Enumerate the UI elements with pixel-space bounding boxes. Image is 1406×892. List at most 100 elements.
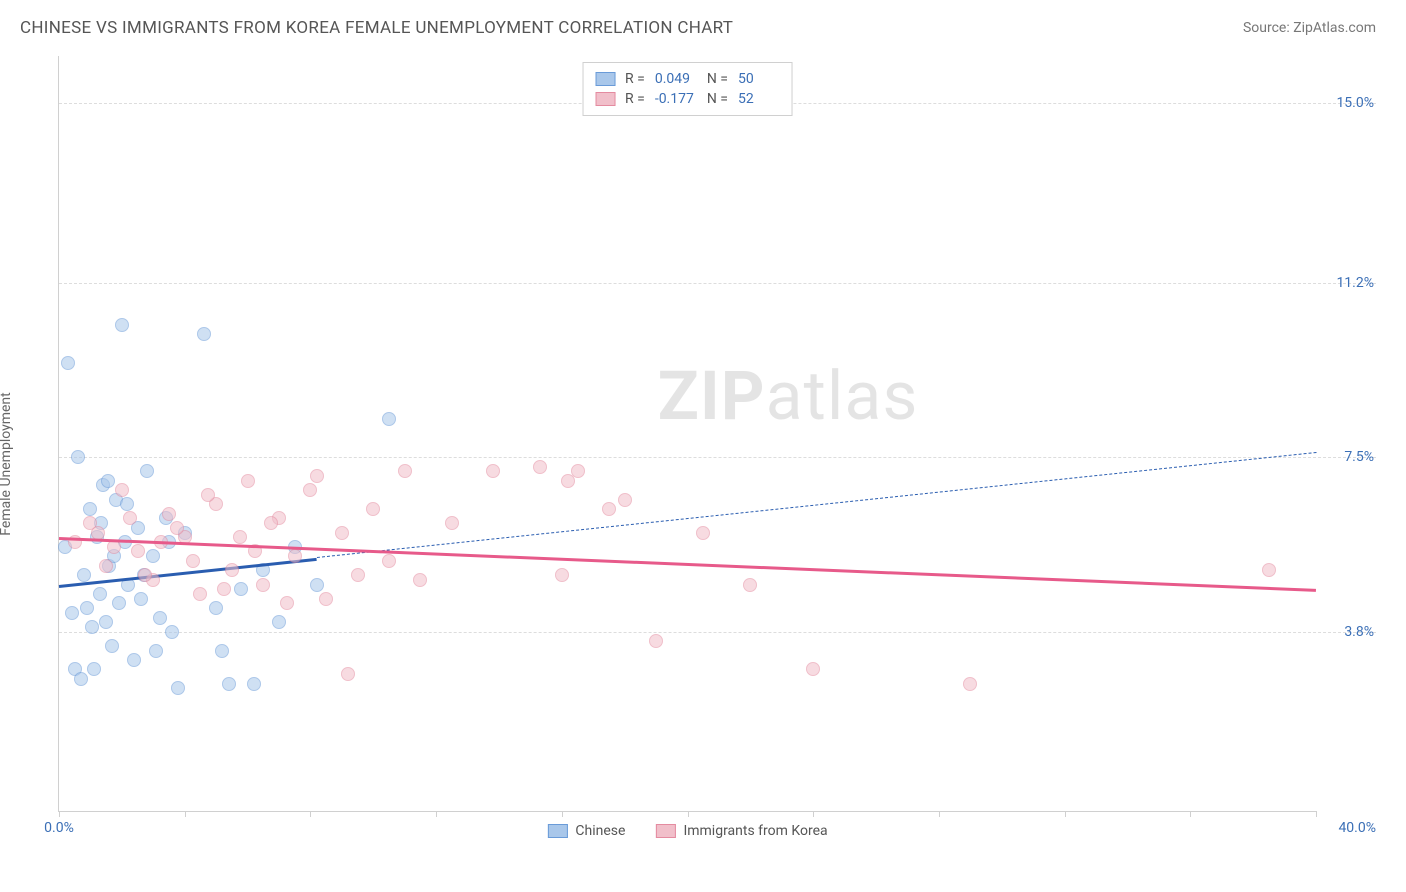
data-point [1262, 563, 1276, 577]
r-label: R = [625, 91, 645, 107]
chart-title: CHINESE VS IMMIGRANTS FROM KOREA FEMALE … [20, 18, 733, 38]
data-point [445, 516, 459, 530]
data-point [341, 667, 355, 681]
data-point [233, 530, 247, 544]
plot-area: ZIPatlas 3.8%7.5%11.2%15.0%0.0%40.0%R =0… [58, 56, 1316, 812]
legend-swatch [595, 72, 615, 86]
data-point [319, 592, 333, 606]
data-point [146, 549, 160, 563]
data-point [165, 625, 179, 639]
data-point [115, 318, 129, 332]
r-value: 0.049 [655, 71, 697, 87]
data-point [193, 587, 207, 601]
data-point [310, 578, 324, 592]
data-point [555, 568, 569, 582]
data-point [105, 639, 119, 653]
legend-swatch [655, 824, 675, 838]
data-point [74, 672, 88, 686]
data-point [256, 578, 270, 592]
data-point [241, 474, 255, 488]
x-tick [1065, 811, 1066, 817]
data-point [171, 681, 185, 695]
x-tick [59, 811, 60, 817]
data-point [127, 653, 141, 667]
x-tick [562, 811, 563, 817]
data-point [649, 634, 663, 648]
legend-series: Chinese Immigrants from Korea [547, 823, 827, 839]
data-point [153, 611, 167, 625]
x-tick [1316, 811, 1317, 817]
data-point [398, 464, 412, 478]
data-point [366, 502, 380, 516]
data-point [571, 464, 585, 478]
n-value: 50 [738, 71, 780, 87]
x-tick [688, 811, 689, 817]
x-tick [813, 811, 814, 817]
data-point [696, 526, 710, 540]
data-point [61, 356, 75, 370]
data-point [533, 460, 547, 474]
data-point [215, 644, 229, 658]
trend-line [317, 452, 1316, 558]
legend-item: Chinese [547, 823, 625, 839]
legend-stats-row: R = 0.049 N = 50 [595, 69, 780, 89]
data-point [197, 327, 211, 341]
legend-label: Immigrants from Korea [683, 823, 827, 839]
data-point [186, 554, 200, 568]
data-point [234, 582, 248, 596]
data-point [85, 620, 99, 634]
data-point [115, 483, 129, 497]
legend-label: Chinese [575, 823, 625, 839]
data-point [80, 601, 94, 615]
y-tick-label: 15.0% [1336, 95, 1374, 111]
data-point [413, 573, 427, 587]
x-tick [1190, 811, 1191, 817]
data-point [123, 511, 137, 525]
r-label: R = [625, 71, 645, 87]
data-point [335, 526, 349, 540]
data-point [272, 615, 286, 629]
data-point [83, 502, 97, 516]
data-point [87, 662, 101, 676]
n-label: N = [707, 71, 728, 87]
chart-container: Female Unemployment ZIPatlas 3.8%7.5%11.… [20, 56, 1376, 872]
data-point [217, 582, 231, 596]
data-point [170, 521, 184, 535]
watermark-bold: ZIP [658, 356, 766, 436]
data-point [138, 568, 152, 582]
data-point [77, 568, 91, 582]
data-point [209, 601, 223, 615]
data-point [201, 488, 215, 502]
data-point [743, 578, 757, 592]
data-point [310, 469, 324, 483]
data-point [65, 606, 79, 620]
data-point [602, 502, 616, 516]
data-point [303, 483, 317, 497]
data-point [264, 516, 278, 530]
data-point [134, 592, 148, 606]
data-point [382, 554, 396, 568]
watermark: ZIPatlas [658, 356, 919, 436]
data-point [618, 493, 632, 507]
chart-header: CHINESE VS IMMIGRANTS FROM KOREA FEMALE … [0, 0, 1406, 48]
r-value: -0.177 [655, 91, 697, 107]
data-point [351, 568, 365, 582]
data-point [71, 450, 85, 464]
data-point [140, 464, 154, 478]
x-max-label: 40.0% [1338, 820, 1376, 836]
data-point [280, 596, 294, 610]
data-point [149, 644, 163, 658]
legend-swatch [595, 92, 615, 106]
y-tick-label: 3.8% [1344, 624, 1374, 640]
gridline [59, 457, 1376, 458]
y-tick-label: 7.5% [1344, 449, 1374, 465]
watermark-light: atlas [766, 356, 919, 436]
data-point [963, 677, 977, 691]
legend-stats-row: R =-0.177N =52 [595, 89, 780, 109]
y-axis-title: Female Unemployment [0, 392, 14, 536]
n-value: 52 [738, 91, 780, 107]
legend-item: Immigrants from Korea [655, 823, 827, 839]
data-point [120, 497, 134, 511]
gridline [59, 283, 1376, 284]
data-point [486, 464, 500, 478]
